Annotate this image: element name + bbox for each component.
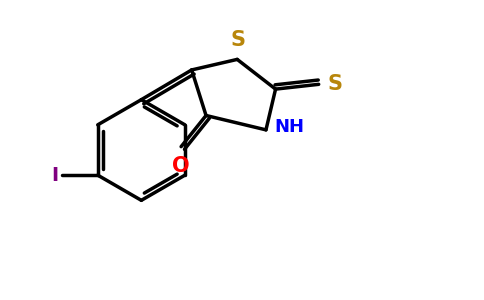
Text: I: I: [51, 166, 58, 185]
Text: NH: NH: [274, 118, 304, 136]
Text: S: S: [327, 74, 342, 94]
Text: S: S: [231, 30, 246, 50]
Text: O: O: [172, 156, 190, 176]
